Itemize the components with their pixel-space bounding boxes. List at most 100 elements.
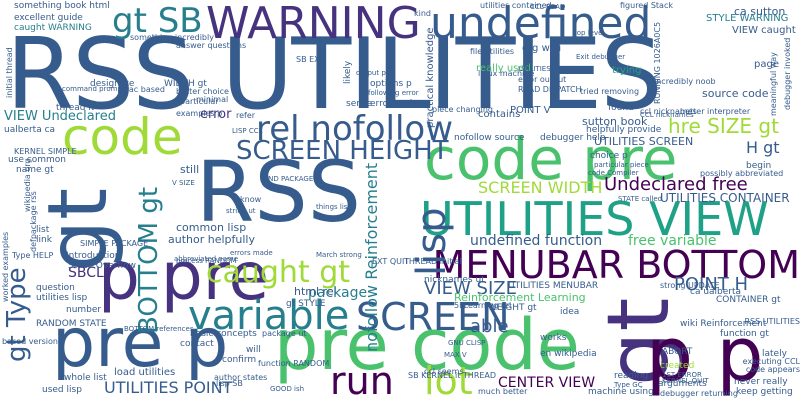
word-something-book-html: something book html	[14, 1, 110, 11]
word-worked-examples: worked examples	[1, 231, 10, 302]
word-package: package	[308, 285, 368, 301]
word-piece-changing: piece changing	[432, 105, 493, 114]
word-know: know	[240, 195, 262, 204]
word-minimal: minimal	[196, 95, 229, 104]
word-5flearning-rel: 5FLearning rel	[454, 301, 512, 310]
word-ca-sutton: ca sutton	[734, 5, 786, 18]
word-undeclared-free: Undeclared free	[604, 174, 748, 195]
word-used-lisp: used lisp	[42, 385, 82, 395]
word-output-p: output p	[356, 69, 386, 77]
word-bottom-gt: BOTTOM gt	[134, 186, 164, 334]
word-really-used: really used	[476, 63, 531, 74]
word-whole-list: whole list	[64, 373, 107, 383]
word-gt-sb: gt SB	[112, 1, 203, 41]
word-linux-machine: linux machine	[478, 69, 535, 78]
word-view-caught: VIEW caught	[732, 25, 796, 36]
word-source-code: source code	[702, 87, 769, 100]
word-function-random: function RANDOM	[258, 359, 330, 368]
word-better-choice: better choice	[176, 87, 229, 96]
word-contact: contact	[180, 339, 214, 349]
word-file-utilities: file utilities	[470, 47, 515, 56]
word-question: question	[36, 283, 75, 293]
word-helpfully-provide: helpfully provide	[586, 125, 662, 135]
word-contains: contains	[478, 109, 521, 120]
word-nicknames-ut: nicknames ut	[424, 275, 485, 285]
word-error-output: error output	[518, 75, 567, 84]
word-never-really: never really	[734, 377, 788, 387]
word-page: page	[754, 59, 779, 70]
word-variable: variable	[188, 293, 350, 339]
word-screen-height: SCREEN HEIGHT	[236, 136, 449, 166]
word-reinforcement-learning: Reinforcement Learning	[454, 291, 586, 304]
word-ca-ualberta: ca ualberta	[690, 287, 742, 297]
word-undefined: undefined	[430, 0, 652, 49]
word-choice-p: choice p	[590, 151, 628, 161]
word-code-appears: code appears	[745, 365, 800, 374]
word-author-helpfully: author helpfully	[168, 233, 255, 246]
word-trying: trying	[612, 65, 642, 76]
word-use-common: use common	[8, 155, 66, 165]
word-sutton-book: sutton book	[582, 115, 648, 128]
word-ext-quit: EXT QUIT	[372, 257, 410, 266]
word-command-prompt: command prompt	[62, 85, 125, 93]
word-works: works	[540, 333, 567, 343]
word-utilities-screen: UTILITIES SCREEN	[594, 135, 694, 148]
word-view-undeclared: VIEW Undeclared	[4, 109, 116, 124]
word-max-v: MAX V	[444, 351, 467, 359]
word-debugger-help: debugger help	[540, 133, 606, 143]
word-errors-made: errors made	[230, 249, 273, 257]
word-ualberta-ca: ualberta ca	[4, 125, 56, 135]
word-center-view: CENTER VIEW	[498, 375, 596, 391]
word-strong-update: strong UPDATE	[660, 281, 720, 290]
word-state-called: STATE called	[618, 195, 663, 203]
word-utilities-point: UTILITIES POINT	[104, 378, 233, 397]
word-errors-using: errors using	[370, 99, 424, 109]
word-utilities-contained: utilities contained	[480, 1, 552, 10]
word-screen-width: SCREEN WIDTH	[478, 178, 603, 197]
word-following-error: following error	[368, 89, 419, 97]
word-code-compiler: code Compiler	[588, 169, 639, 177]
word-en-wikipedia: en wikipedia	[540, 349, 597, 359]
word-begin: begin	[746, 161, 772, 171]
word-keep-getting: keep getting	[736, 387, 793, 397]
word-point-h: POINT H	[674, 274, 749, 295]
word-1st-error: 1ST ERROR	[662, 371, 702, 379]
word-idea: idea	[560, 307, 580, 317]
word-march-strong: March strong	[316, 251, 362, 259]
word-number: number	[66, 305, 102, 315]
word-utilities-lisp: utilities lisp	[36, 293, 88, 303]
word-based-version: based version	[2, 337, 58, 346]
word-refer: refer	[236, 111, 256, 120]
word-particular-piece: particular piece	[594, 161, 649, 169]
word-menubar-bottom: MENUBAR BOTTOM	[432, 243, 800, 287]
word-ccl-nicknames: ccl nicknames	[640, 107, 697, 116]
word-utilities-menubar: UTILITIES MENUBAR	[508, 281, 599, 291]
word-particular: particular	[180, 97, 219, 106]
word-list: list	[36, 225, 50, 235]
word-lisp-ccl: LISP CCL	[232, 127, 263, 135]
word-author-states: author states	[214, 373, 268, 382]
word-gnu-clisp: GNU CLISP	[448, 339, 486, 347]
word-screen: SCREEN	[356, 295, 510, 339]
word-excellent-guide: excellent guide	[14, 13, 83, 23]
word-lot: lot	[424, 359, 473, 400]
word-org-wiki: org wiki	[522, 43, 562, 54]
word-p-p: p p	[646, 312, 764, 398]
word-h-gt: H gt	[746, 138, 780, 157]
word-package-ut: package ut	[262, 329, 307, 338]
word-link: link	[36, 235, 52, 245]
word-running-1026: RUNNING 1026A0C5	[653, 21, 662, 104]
word-defpackage-rss: defpackage rss	[29, 191, 38, 252]
word-find-package: FIND PACKAGE	[262, 175, 314, 183]
word-ccl-seems: ccl seems	[424, 367, 464, 376]
word-created: created	[660, 361, 695, 371]
word-designate: designate	[90, 79, 135, 89]
word-html-rel: html rel	[294, 285, 337, 298]
word-thread-initial: THREAD initial	[404, 257, 462, 266]
word-style-warning: STYLE WARNING	[706, 13, 789, 24]
word-v-size: V SIZE	[172, 179, 195, 187]
word-still: still	[180, 163, 200, 176]
word-debugger-invoked: debugger invoked	[783, 37, 792, 110]
word-utilities-view: UTILITIES VIEW	[420, 192, 769, 246]
